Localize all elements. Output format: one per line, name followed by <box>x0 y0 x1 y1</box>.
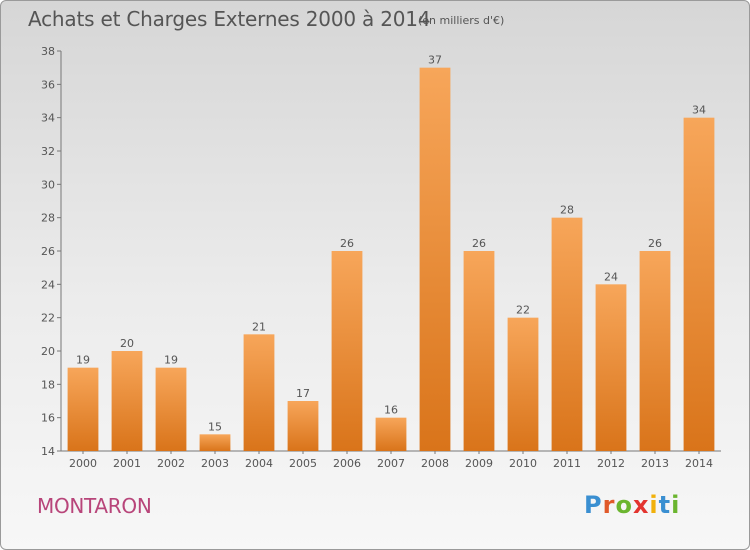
x-tick-label-2000: 2000 <box>69 457 97 470</box>
data-label-2012: 24 <box>604 270 618 283</box>
data-label-2005: 17 <box>296 387 310 400</box>
bar-2002 <box>155 367 187 451</box>
bar-2014 <box>683 117 715 452</box>
bar-2009 <box>463 251 495 451</box>
y-tick-label: 28 <box>41 212 55 225</box>
bar-2004 <box>243 334 275 451</box>
y-tick-label: 26 <box>41 245 55 258</box>
y-tick-label: 36 <box>41 78 55 91</box>
bar-2010 <box>507 317 539 451</box>
x-tick-label-2004: 2004 <box>245 457 273 470</box>
bar-2008 <box>419 67 451 452</box>
bar-2001 <box>111 351 143 451</box>
x-tick-label-2010: 2010 <box>509 457 537 470</box>
place-name: MONTARON <box>37 494 152 518</box>
y-axis: 14 16 18 20 22 24 26 28 30 32 34 36 38 <box>41 45 62 458</box>
data-label-2013: 26 <box>648 237 662 250</box>
x-tick-label-2008: 2008 <box>421 457 449 470</box>
data-label-2006: 26 <box>340 237 354 250</box>
bar-2007 <box>375 417 407 451</box>
y-tick-label: 38 <box>41 45 55 58</box>
bar-2006 <box>331 251 363 451</box>
bar-2013 <box>639 251 671 451</box>
chart-title: Achats et Charges Externes 2000 à 2014 <box>28 7 431 31</box>
x-tick-label-2007: 2007 <box>377 457 405 470</box>
y-tick-label: 16 <box>41 412 55 425</box>
data-label-2002: 19 <box>164 354 178 367</box>
x-tick-label-2002: 2002 <box>157 457 185 470</box>
logo-letter: i <box>671 491 681 519</box>
x-tick-label-2009: 2009 <box>465 457 493 470</box>
data-label-2014: 34 <box>692 104 706 117</box>
y-tick-label: 30 <box>41 178 55 191</box>
y-tick-label: 20 <box>41 345 55 358</box>
data-label-2008: 37 <box>428 54 442 67</box>
x-axis: 2000 2001 2002 2003 2004 2005 2006 2007 2008 2009… <box>61 450 721 470</box>
logo-letter: i <box>649 491 659 519</box>
data-label-2010: 22 <box>516 304 530 317</box>
data-label-2003: 15 <box>208 420 222 433</box>
x-tick-label-2013: 2013 <box>641 457 669 470</box>
chart-subtitle: (en milliers d'€) <box>418 14 505 27</box>
x-tick-label-2011: 2011 <box>553 457 581 470</box>
bar-2011 <box>551 217 583 451</box>
y-tick-label: 34 <box>41 112 55 125</box>
y-tick-label: 32 <box>41 145 55 158</box>
bar-2003 <box>199 434 231 451</box>
x-tick-label-2014: 2014 <box>685 457 713 470</box>
logo-letter: o <box>615 491 633 519</box>
bar-2012 <box>595 284 627 451</box>
bar-series: 19 20 19 15 21 17 26 16 37 26 22 28 24 26 34 <box>67 54 715 452</box>
x-tick-label-2005: 2005 <box>289 457 317 470</box>
y-tick-label: 14 <box>41 445 55 458</box>
x-tick-label-2006: 2006 <box>333 457 361 470</box>
y-tick-label: 22 <box>41 312 55 325</box>
logo-letter: P <box>584 491 603 519</box>
bar-2000 <box>67 367 99 451</box>
data-label-2007: 16 <box>384 404 398 417</box>
logo-letter: x <box>632 491 650 519</box>
data-label-2009: 26 <box>472 237 486 250</box>
logo-letter: t <box>658 491 672 519</box>
data-label-2004: 21 <box>252 320 266 333</box>
y-tick-label: 24 <box>41 278 55 291</box>
logo-letter: r <box>602 491 616 519</box>
x-tick-label-2003: 2003 <box>201 457 229 470</box>
bar-2005 <box>287 401 319 451</box>
data-label-2011: 28 <box>560 204 574 217</box>
data-label-2001: 20 <box>120 337 134 350</box>
data-label-2000: 19 <box>76 354 90 367</box>
x-tick-label-2001: 2001 <box>113 457 141 470</box>
y-tick-label: 18 <box>41 378 55 391</box>
x-tick-label-2012: 2012 <box>597 457 625 470</box>
proxiti-logo: Proxiti <box>584 491 680 519</box>
